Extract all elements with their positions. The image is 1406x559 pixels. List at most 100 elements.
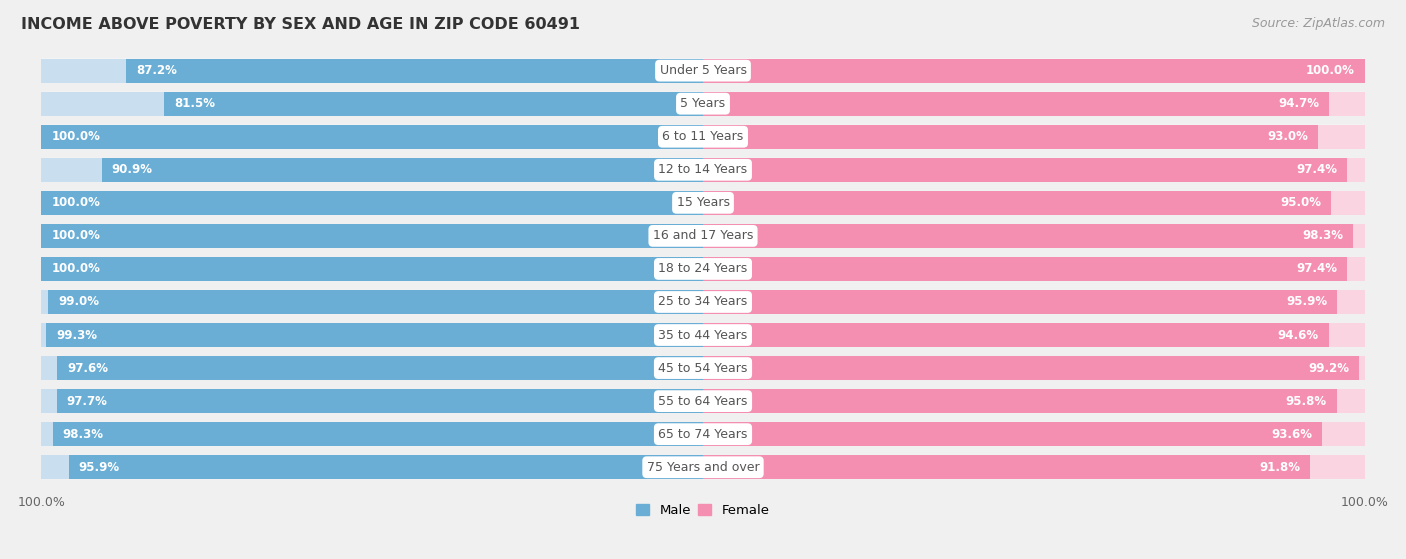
Bar: [48, 290, 703, 314]
Bar: [42, 59, 703, 83]
FancyBboxPatch shape: [42, 224, 1364, 248]
Bar: [703, 290, 1337, 314]
FancyBboxPatch shape: [42, 389, 1364, 413]
Bar: [42, 191, 703, 215]
Bar: [703, 158, 1364, 182]
Bar: [42, 158, 703, 182]
Bar: [703, 323, 1364, 347]
Text: 12 to 14 Years: 12 to 14 Years: [658, 163, 748, 176]
Bar: [42, 290, 703, 314]
Text: 81.5%: 81.5%: [174, 97, 215, 110]
Text: 100.0%: 100.0%: [17, 496, 66, 509]
Text: 6 to 11 Years: 6 to 11 Years: [662, 130, 744, 143]
Text: 16 and 17 Years: 16 and 17 Years: [652, 229, 754, 243]
FancyBboxPatch shape: [42, 59, 1364, 83]
Bar: [58, 356, 703, 380]
Text: 35 to 44 Years: 35 to 44 Years: [658, 329, 748, 342]
Bar: [703, 191, 1331, 215]
Text: 100.0%: 100.0%: [1306, 64, 1354, 77]
Text: 97.6%: 97.6%: [67, 362, 108, 375]
FancyBboxPatch shape: [42, 191, 1364, 215]
Bar: [703, 59, 1364, 83]
Text: 94.7%: 94.7%: [1278, 97, 1320, 110]
Bar: [703, 224, 1353, 248]
Bar: [703, 356, 1360, 380]
Text: INCOME ABOVE POVERTY BY SEX AND AGE IN ZIP CODE 60491: INCOME ABOVE POVERTY BY SEX AND AGE IN Z…: [21, 17, 581, 32]
Bar: [42, 456, 703, 479]
Text: 100.0%: 100.0%: [52, 130, 100, 143]
Bar: [703, 356, 1364, 380]
Bar: [703, 323, 1329, 347]
Text: 99.3%: 99.3%: [56, 329, 97, 342]
FancyBboxPatch shape: [42, 257, 1364, 281]
Text: 94.6%: 94.6%: [1278, 329, 1319, 342]
Bar: [56, 389, 703, 413]
Bar: [703, 158, 1347, 182]
Text: Source: ZipAtlas.com: Source: ZipAtlas.com: [1251, 17, 1385, 30]
Text: 75 Years and over: 75 Years and over: [647, 461, 759, 473]
Bar: [703, 125, 1364, 149]
Bar: [703, 257, 1364, 281]
Text: 95.0%: 95.0%: [1281, 196, 1322, 209]
Text: 98.3%: 98.3%: [1302, 229, 1343, 243]
Bar: [42, 92, 703, 116]
Bar: [703, 92, 1330, 116]
Bar: [42, 125, 703, 149]
Bar: [46, 323, 703, 347]
Bar: [53, 422, 703, 446]
Bar: [42, 224, 703, 248]
Bar: [69, 456, 703, 479]
Text: 100.0%: 100.0%: [52, 196, 100, 209]
FancyBboxPatch shape: [42, 125, 1364, 149]
Text: 97.7%: 97.7%: [66, 395, 107, 408]
Text: 99.2%: 99.2%: [1309, 362, 1350, 375]
FancyBboxPatch shape: [42, 422, 1364, 446]
Text: 65 to 74 Years: 65 to 74 Years: [658, 428, 748, 440]
Bar: [703, 422, 1322, 446]
Bar: [703, 125, 1319, 149]
Bar: [42, 257, 703, 281]
Text: 45 to 54 Years: 45 to 54 Years: [658, 362, 748, 375]
Bar: [703, 59, 1364, 83]
Text: 98.3%: 98.3%: [63, 428, 104, 440]
Text: 25 to 34 Years: 25 to 34 Years: [658, 296, 748, 309]
Text: 90.9%: 90.9%: [111, 163, 153, 176]
Bar: [703, 92, 1364, 116]
Text: 18 to 24 Years: 18 to 24 Years: [658, 262, 748, 276]
Legend: Male, Female: Male, Female: [631, 499, 775, 523]
Bar: [165, 92, 703, 116]
Bar: [127, 59, 703, 83]
Text: 91.8%: 91.8%: [1260, 461, 1301, 473]
Bar: [703, 191, 1364, 215]
Bar: [42, 422, 703, 446]
Text: 97.4%: 97.4%: [1296, 163, 1337, 176]
FancyBboxPatch shape: [42, 92, 1364, 116]
Text: 95.9%: 95.9%: [79, 461, 120, 473]
FancyBboxPatch shape: [42, 290, 1364, 314]
Text: 97.4%: 97.4%: [1296, 262, 1337, 276]
Bar: [703, 257, 1347, 281]
Text: 100.0%: 100.0%: [52, 229, 100, 243]
Bar: [42, 257, 703, 281]
Text: 5 Years: 5 Years: [681, 97, 725, 110]
Text: 87.2%: 87.2%: [136, 64, 177, 77]
FancyBboxPatch shape: [42, 356, 1364, 380]
Text: 99.0%: 99.0%: [58, 296, 98, 309]
Bar: [42, 125, 703, 149]
Text: 95.9%: 95.9%: [1286, 296, 1327, 309]
Bar: [703, 389, 1337, 413]
Bar: [42, 356, 703, 380]
Text: Under 5 Years: Under 5 Years: [659, 64, 747, 77]
Bar: [42, 389, 703, 413]
Text: 100.0%: 100.0%: [52, 262, 100, 276]
Bar: [703, 389, 1364, 413]
Text: 93.0%: 93.0%: [1267, 130, 1309, 143]
Bar: [42, 191, 703, 215]
Text: 55 to 64 Years: 55 to 64 Years: [658, 395, 748, 408]
Bar: [101, 158, 703, 182]
Text: 93.6%: 93.6%: [1271, 428, 1312, 440]
Bar: [703, 290, 1364, 314]
FancyBboxPatch shape: [42, 456, 1364, 479]
Bar: [703, 456, 1364, 479]
Text: 100.0%: 100.0%: [1340, 496, 1389, 509]
